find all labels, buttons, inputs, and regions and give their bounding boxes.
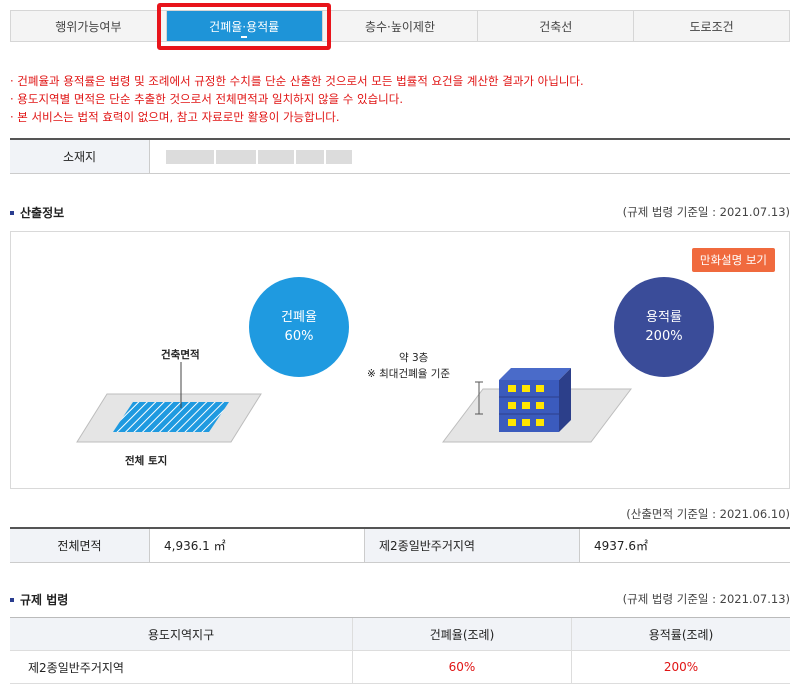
total-land-label: 전체 토지 (125, 455, 168, 467)
building-icon (499, 368, 571, 432)
regulation-table: 용도지역지구 건폐율(조례) 용적률(조례) 제2종일반주거지역 60% 200… (10, 617, 790, 684)
coverage-ratio-circle: 건폐율 60% (249, 277, 349, 377)
location-label: 소재지 (10, 140, 150, 173)
zone-area-value: 4937.6㎡ (594, 539, 648, 553)
location-row: 소재지 (10, 138, 790, 174)
row-zone: 제2종일반주거지역 (10, 651, 353, 683)
tab-building-line[interactable]: 건축선 (478, 11, 635, 41)
col-header-coverage: 건폐율(조례) (353, 618, 572, 650)
zone-area-label: 제2종일반주거지역 (365, 529, 580, 562)
floor-area-ratio-circle: 용적률 200% (614, 277, 714, 377)
tab-road-condition[interactable]: 도로조건 (689, 19, 734, 34)
floors-label: 약 3층 (399, 352, 429, 364)
floor-area-ratio-title: 용적률 (646, 310, 682, 325)
col-header-zone: 용도지역지구 (10, 618, 353, 650)
floors-note: ※ 최대건폐율 기준 (367, 368, 451, 380)
row-coverage: 60% (353, 651, 572, 683)
coverage-diagram: 만화설명 보기 건폐율 60% 용적률 200% 건축면적 전체 토지 약 3층… (10, 231, 790, 489)
building-area-label: 건축면적 (161, 349, 200, 361)
calc-section-title: 산출정보 (10, 204, 64, 221)
row-far: 200% (663, 660, 699, 674)
location-value (150, 140, 790, 173)
coverage-ratio-value: 60% (284, 329, 314, 344)
bullet-square-icon (10, 597, 14, 602)
total-area-label: 전체면적 (10, 529, 150, 562)
area-ref: (산출면적 기준일 : 2021.06.10) (626, 507, 790, 521)
total-area-value: 4,936.1 ㎡ (150, 529, 365, 562)
tab-permit-check[interactable]: 행위가능여부 (11, 11, 167, 41)
notice-list: · 건폐율과 용적률은 법령 및 조례에서 규정한 수치를 단순 산출한 것으로… (10, 72, 790, 126)
area-table: 전체면적 4,936.1 ㎡ 제2종일반주거지역 4937.6㎡ (10, 527, 790, 563)
tab-height-limit[interactable]: 층수·높이제한 (323, 11, 479, 41)
reg-section-ref: (규제 법령 기준일 : 2021.07.13) (622, 592, 790, 606)
calc-section-ref: (규제 법령 기준일 : 2021.07.13) (622, 205, 790, 219)
diagram-illustration (76, 362, 633, 443)
table-header-row: 용도지역지구 건폐율(조례) 용적률(조례) (10, 618, 790, 651)
tab-bar: 행위가능여부 건폐율·용적률 층수·높이제한 건축선 도로조건 (10, 10, 790, 42)
coverage-ratio-title: 건폐율 (281, 310, 317, 325)
col-header-far: 용적률(조례) (648, 627, 714, 642)
tab-coverage-far[interactable]: 건폐율·용적률 (166, 11, 323, 41)
table-row: 제2종일반주거지역 60% 200% (10, 651, 790, 684)
floor-area-ratio-value: 200% (645, 329, 683, 344)
redacted-address (166, 149, 352, 164)
notice-item: · 용도지역별 면적은 단순 추출한 것으로서 전체면적과 일치하지 않을 수 … (10, 92, 404, 106)
cartoon-explain-button[interactable]: 만화설명 보기 (691, 248, 775, 272)
building-footprint-shape (113, 402, 229, 432)
bullet-square-icon (10, 210, 14, 215)
notice-item: · 본 서비스는 법적 효력이 없으며, 참고 자료로만 활용이 가능합니다. (10, 110, 340, 124)
notice-item: · 건폐율과 용적률은 법령 및 조례에서 규정한 수치를 단순 산출한 것으로… (10, 74, 584, 88)
reg-section-title: 규제 법령 (10, 591, 68, 608)
